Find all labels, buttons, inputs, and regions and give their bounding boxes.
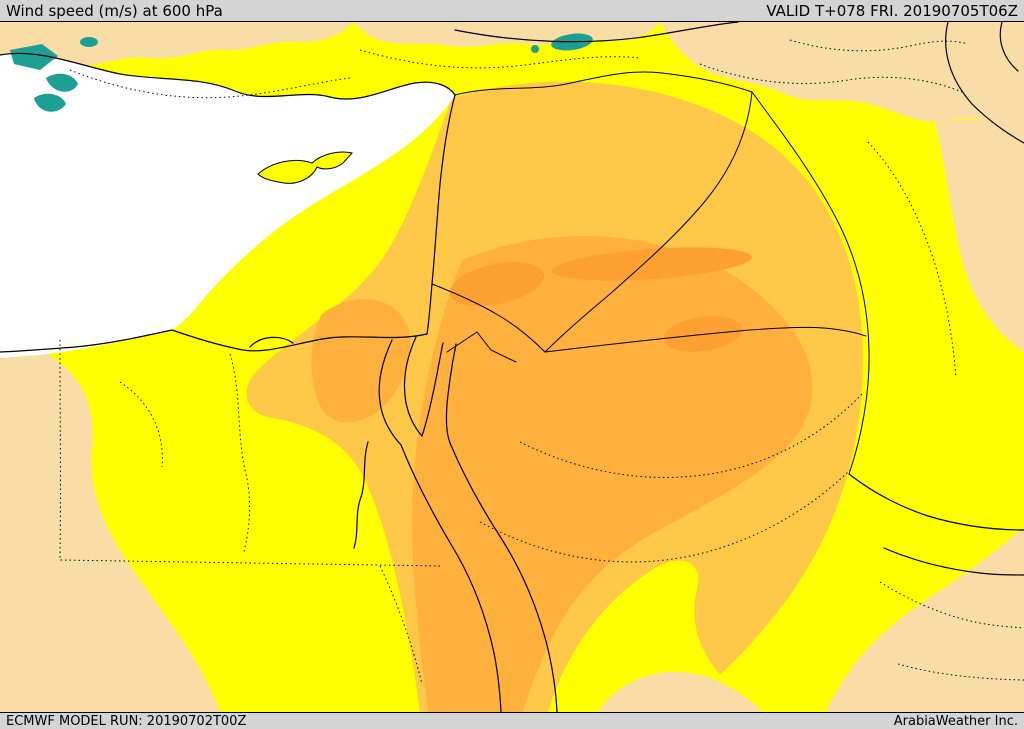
contour-fills — [0, 22, 1024, 712]
sudan-red-sea-border — [379, 565, 423, 685]
nile-river — [353, 441, 369, 549]
yellow-notch-bottom — [548, 560, 770, 712]
iraq-west-border — [544, 91, 753, 353]
coastlines — [0, 22, 1024, 712]
tan-top-center — [352, 22, 660, 47]
orange-core-north — [552, 247, 752, 281]
dotted-borders — [59, 39, 1024, 685]
lakes — [10, 33, 593, 112]
red-sea-east-shore — [449, 442, 558, 712]
branding-label: ArabiaWeather Inc. — [893, 713, 1018, 729]
tan-bottom-left — [0, 335, 220, 712]
saudi-interior-2 — [479, 467, 853, 563]
tan-top-left — [0, 22, 352, 66]
west-egypt-border — [119, 381, 163, 468]
caspian-coast — [945, 22, 1024, 144]
orange-level2-west-lobe — [311, 299, 411, 423]
egypt-interior-border — [229, 353, 251, 553]
iran-iraq-border — [751, 91, 870, 475]
orange-level2-blob — [412, 236, 813, 712]
turkey-interior-2 — [359, 49, 641, 69]
tan-top-right — [660, 22, 1024, 122]
jordan-north-border — [431, 283, 546, 353]
tan-bottom-center — [598, 671, 762, 712]
gulf-of-suez-west-shore — [378, 339, 402, 446]
nile-delta — [249, 336, 294, 348]
aegean-island-4 — [80, 37, 98, 47]
gulf-of-aqaba-east-shore — [445, 343, 457, 444]
model-run-label: ECMWF MODEL RUN: 20190702T00Z — [6, 713, 247, 729]
tan-right-edge — [935, 117, 1024, 352]
egypt-north-coast — [0, 329, 428, 353]
orange-core-west — [449, 262, 545, 306]
cyprus-island — [257, 151, 353, 184]
saudi-interior-1 — [519, 393, 863, 478]
jordan-saudi-zigzag — [446, 331, 517, 363]
wind-map — [0, 22, 1024, 712]
sea-calm-area — [0, 53, 455, 358]
turkey-interior-1 — [69, 69, 351, 99]
orange-areas — [246, 81, 863, 712]
tan-bottom-right — [826, 527, 1024, 712]
map-header: Wind speed (m/s) at 600 hPa VALID T+078 … — [0, 0, 1024, 22]
caspian-coast-2 — [999, 22, 1019, 72]
egypt-libya-sudan-border — [59, 339, 441, 567]
map-canvas — [0, 22, 1024, 712]
sinai-west-shore — [403, 336, 423, 437]
valid-time-label: VALID T+078 FRI. 20190705T06Z — [766, 1, 1018, 20]
tan-areas — [0, 22, 1024, 712]
black-sea-coast — [454, 22, 739, 43]
turkey-syria-border — [454, 71, 753, 96]
red-sea-west-shore — [400, 444, 502, 712]
levant-coast — [426, 94, 456, 335]
uae-oman-border-1 — [879, 581, 1024, 629]
small-lake — [531, 45, 539, 53]
persian-gulf-south-shore — [883, 547, 1024, 576]
aegean-island-2 — [46, 73, 78, 92]
turkey-south-coast — [0, 52, 456, 100]
country-borders — [431, 71, 870, 475]
aegean-island-3 — [34, 93, 66, 112]
map-title: Wind speed (m/s) at 600 hPa — [6, 1, 223, 20]
aegean-island-1 — [10, 44, 58, 70]
map-footer: ECMWF MODEL RUN: 20190702T00Z ArabiaWeat… — [0, 712, 1024, 729]
saudi-iraq-border — [544, 326, 867, 353]
gulf-of-aqaba-west-shore — [421, 342, 444, 437]
uae-oman-border-2 — [897, 663, 1024, 681]
persian-gulf-north-shore — [848, 473, 1024, 531]
